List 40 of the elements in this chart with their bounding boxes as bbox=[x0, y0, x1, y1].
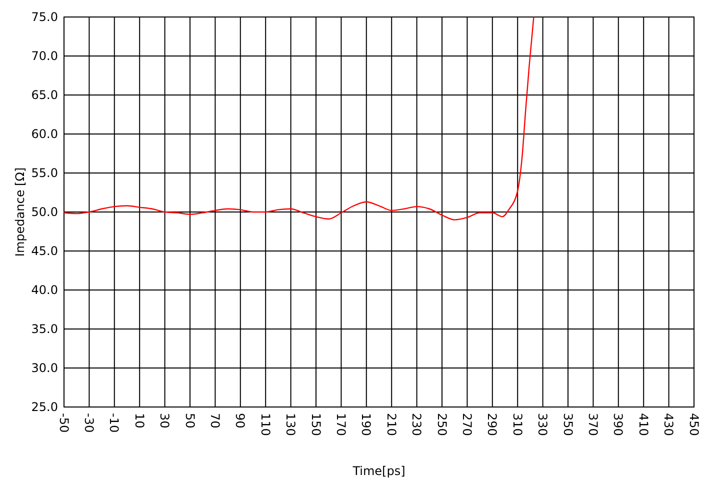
x-tick-label: 370 bbox=[586, 413, 600, 436]
x-tick-label: 110 bbox=[258, 413, 272, 436]
x-tick-label: 390 bbox=[611, 413, 626, 436]
y-tick-label: 35.0 bbox=[31, 322, 58, 336]
x-tick-label: 430 bbox=[662, 413, 676, 436]
x-tick-label: 90 bbox=[233, 413, 248, 428]
x-tick-label: 70 bbox=[208, 413, 222, 428]
x-tick-label: 310 bbox=[510, 413, 524, 436]
x-tick-label: -50 bbox=[56, 413, 71, 433]
y-tick-label: 40.0 bbox=[31, 282, 58, 297]
x-tick-label: 50 bbox=[182, 413, 197, 428]
y-tick-label: 55.0 bbox=[31, 166, 58, 180]
x-tick-label: -30 bbox=[82, 413, 96, 433]
x-tick-label: 10 bbox=[132, 413, 146, 428]
x-tick-label: 410 bbox=[636, 413, 650, 436]
x-tick-label: 30 bbox=[158, 413, 172, 428]
y-tick-label: 60.0 bbox=[31, 126, 58, 141]
x-tick-label: 290 bbox=[485, 413, 500, 436]
y-tick-label: 70.0 bbox=[31, 48, 58, 63]
y-tick-label: 75.0 bbox=[31, 10, 58, 24]
x-axis-title: Time[ps] bbox=[352, 464, 406, 478]
x-tick-label: 250 bbox=[434, 413, 449, 436]
x-tick-label: 150 bbox=[308, 413, 323, 436]
x-tick-label: 330 bbox=[536, 413, 550, 436]
x-tick-label: 170 bbox=[334, 413, 348, 436]
y-tick-label: 30.0 bbox=[31, 360, 58, 375]
x-tick-label: -10 bbox=[107, 413, 122, 433]
x-tick-label: 210 bbox=[384, 413, 398, 436]
x-tick-label: 450 bbox=[686, 413, 701, 436]
x-tick-label: 270 bbox=[460, 413, 474, 436]
y-tick-label: 65.0 bbox=[31, 88, 58, 102]
x-tick-label: 130 bbox=[284, 413, 298, 436]
x-tick-label: 350 bbox=[560, 413, 575, 436]
x-tick-label: 190 bbox=[359, 413, 374, 436]
y-tick-label: 50.0 bbox=[31, 204, 58, 219]
line-series bbox=[64, 17, 534, 220]
y-tick-label: 25.0 bbox=[31, 400, 58, 414]
y-tick-label: 45.0 bbox=[31, 244, 58, 258]
x-tick-label: 230 bbox=[410, 413, 424, 436]
y-axis-title: Impedance [Ω] bbox=[13, 167, 27, 257]
